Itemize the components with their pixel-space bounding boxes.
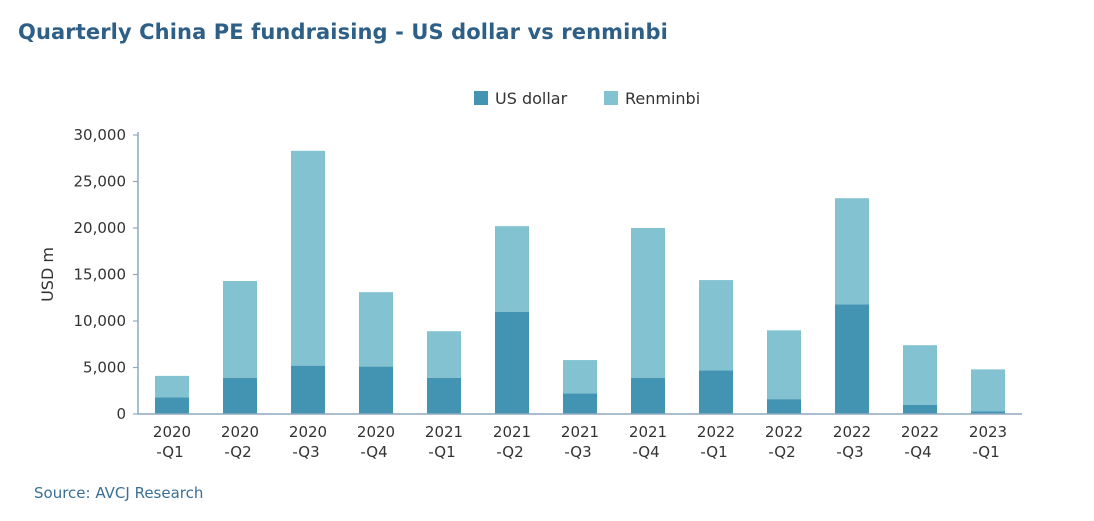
bar-usd — [631, 377, 665, 414]
bar-rmb — [835, 198, 869, 305]
x-tick-label-quarter: -Q4 — [360, 443, 387, 461]
y-axis-title: USD m — [38, 247, 57, 302]
bar-usd — [155, 397, 189, 414]
bar-rmb — [427, 331, 461, 378]
x-tick-label-year: 2022 — [765, 423, 803, 441]
bar-rmb — [767, 330, 801, 400]
bar-usd — [767, 399, 801, 414]
x-tick-label-year: 2021 — [561, 423, 599, 441]
legend-label: Renminbi — [625, 89, 700, 108]
bars — [155, 150, 1005, 414]
x-tick-label-year: 2020 — [357, 423, 395, 441]
bar-usd — [903, 404, 937, 414]
x-tick-label-quarter: -Q1 — [972, 443, 999, 461]
bar-usd — [495, 311, 529, 414]
y-tick-label: 10,000 — [74, 312, 127, 330]
bar-rmb — [971, 369, 1005, 412]
y-tick-label: 30,000 — [74, 126, 127, 144]
chart-title: Quarterly China PE fundraising - US doll… — [18, 20, 668, 44]
bar-rmb — [359, 292, 393, 367]
x-tick-label-year: 2022 — [833, 423, 871, 441]
x-tick-label-quarter: -Q4 — [904, 443, 931, 461]
x-tick-label-year: 2021 — [629, 423, 667, 441]
y-tick-label: 15,000 — [74, 266, 127, 284]
x-tick-label-year: 2022 — [697, 423, 735, 441]
x-tick-label-quarter: -Q3 — [836, 443, 863, 461]
x-tick-label-year: 2020 — [221, 423, 259, 441]
bar-usd — [359, 366, 393, 414]
bar-usd — [291, 365, 325, 414]
x-tick-label-year: 2020 — [289, 423, 327, 441]
x-tick-label-year: 2022 — [901, 423, 939, 441]
x-tick-label-quarter: -Q1 — [700, 443, 727, 461]
x-tick-label-quarter: -Q2 — [496, 443, 523, 461]
y-tick-label: 0 — [116, 405, 126, 423]
x-tick-label-quarter: -Q4 — [632, 443, 659, 461]
legend-swatch — [474, 91, 488, 105]
x-tick-label-quarter: -Q1 — [156, 443, 183, 461]
x-tick-label-year: 2023 — [969, 423, 1007, 441]
bar-rmb — [291, 150, 325, 366]
bar-rmb — [495, 226, 529, 312]
x-tick-label-year: 2021 — [493, 423, 531, 441]
bar-rmb — [631, 228, 665, 378]
legend-swatch — [604, 91, 618, 105]
bar-rmb — [155, 375, 189, 398]
bar-usd — [427, 377, 461, 414]
legend: US dollar Renminbi — [474, 89, 700, 108]
x-tick-label-quarter: -Q2 — [224, 443, 251, 461]
y-tick-label: 5,000 — [83, 359, 126, 377]
bar-rmb — [223, 281, 257, 378]
x-tick-label-quarter: -Q3 — [564, 443, 591, 461]
x-tick-label-year: 2021 — [425, 423, 463, 441]
bar-rmb — [563, 360, 597, 394]
bar-rmb — [699, 280, 733, 371]
source-note: Source: AVCJ Research — [34, 484, 204, 502]
x-axis: 2020 -Q1 2020 -Q2 2020 -Q3 2020 -Q4 2021 -Q1 2021 -… — [138, 413, 1022, 461]
bar-rmb — [903, 345, 937, 405]
bar-usd — [699, 370, 733, 414]
x-tick-label-quarter: -Q3 — [292, 443, 319, 461]
x-tick-label-quarter: -Q2 — [768, 443, 795, 461]
x-tick-label-year: 2020 — [153, 423, 191, 441]
bar-usd — [563, 393, 597, 414]
y-tick-label: 25,000 — [74, 173, 127, 191]
bar-usd — [835, 304, 869, 414]
bar-usd — [971, 411, 1005, 414]
x-tick-label-quarter: -Q1 — [428, 443, 455, 461]
y-tick-label: 20,000 — [74, 219, 127, 237]
bar-usd — [223, 377, 257, 414]
y-axis: 0 5,000 10,000 15,000 20,000 25,000 30,000 USD … — [38, 126, 139, 423]
legend-label: US dollar — [495, 89, 568, 108]
